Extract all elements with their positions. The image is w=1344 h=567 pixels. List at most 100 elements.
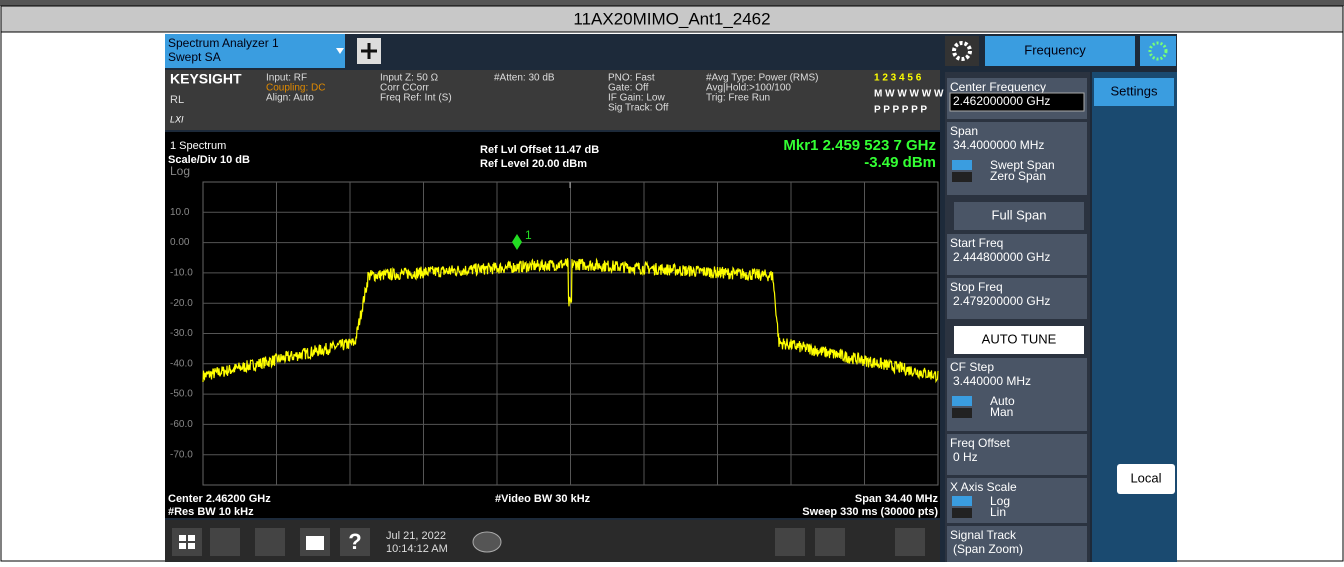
option-indicator xyxy=(952,408,972,418)
info-bar xyxy=(165,70,940,130)
9-value: (Span Zoom) xyxy=(953,542,1023,556)
4-label: Stop Freq xyxy=(950,280,1003,294)
gear-button[interactable] xyxy=(945,36,979,66)
plot-res_bw: #Res BW 10 kHz xyxy=(168,506,254,518)
option-indicator xyxy=(952,172,972,182)
trace xyxy=(202,257,939,384)
time: 10:14:12 AM xyxy=(386,543,448,555)
y_labels-1: 0.00 xyxy=(170,237,190,248)
y_labels-7: -60.0 xyxy=(170,419,193,430)
7-value: 0 Hz xyxy=(953,450,978,464)
9-label: Signal Track xyxy=(950,528,1017,542)
1-opt1: Swept Span xyxy=(990,158,1055,172)
menu-item[interactable] xyxy=(947,358,1087,431)
option-indicator xyxy=(952,496,972,506)
menu-item[interactable] xyxy=(947,278,1087,319)
status-button[interactable] xyxy=(1140,36,1176,66)
col5-1: Avg|Hold:>100/100 xyxy=(706,83,791,94)
col2-1: Corr CCorr xyxy=(380,83,430,94)
y_labels-5: -40.0 xyxy=(170,358,193,369)
mode-label: Frequency xyxy=(1024,42,1086,57)
6-value: 3.440000 MHz xyxy=(953,374,1031,388)
8-label: X Axis Scale xyxy=(950,480,1017,494)
plot-scale: Scale/Div 10 dB xyxy=(168,154,250,166)
8-opt1: Log xyxy=(990,494,1010,508)
title-row xyxy=(0,5,1344,33)
plot-ref_level: Ref Level 20.00 dBm xyxy=(480,158,587,170)
1-label: Span xyxy=(950,124,978,138)
0-label: Center Frequency xyxy=(950,80,1046,94)
col3-0: #Atten: 30 dB xyxy=(494,73,555,84)
col4-0: PNO: Fast xyxy=(608,73,655,84)
plot-window: 1 Spectrum xyxy=(170,140,226,152)
7-label: Freq Offset xyxy=(950,436,1010,450)
plot-log: Log xyxy=(170,164,190,178)
y_labels-8: -70.0 xyxy=(170,449,193,460)
col4-3: Sig Track: Off xyxy=(608,103,669,114)
svg-text:?: ? xyxy=(348,529,361,554)
1-value: 34.4000000 MHz xyxy=(953,138,1044,152)
taskbar xyxy=(165,520,940,562)
info-rl: RL xyxy=(170,94,184,106)
date: Jul 21, 2022 xyxy=(386,530,446,542)
y_labels-6: -50.0 xyxy=(170,389,193,400)
plot-ref_offset: Ref Lvl Offset 11.47 dB xyxy=(480,144,599,156)
3-value: 2.444800000 GHz xyxy=(953,250,1050,264)
top-strip xyxy=(0,0,1344,6)
col4-1: Gate: Off xyxy=(608,83,649,94)
y_labels-2: -10.0 xyxy=(170,268,193,279)
4-value: 2.479200000 GHz xyxy=(953,294,1050,308)
col1-2: Align: Auto xyxy=(266,93,314,104)
plot-marker_amp: -3.49 dBm xyxy=(864,154,936,171)
col4-2: IF Gain: Low xyxy=(608,93,665,104)
3-label: Start Freq xyxy=(950,236,1003,250)
0-value: 2.462000000 GHz xyxy=(953,94,1050,108)
6-opt1: Auto xyxy=(990,394,1015,408)
6-label: CF Step xyxy=(950,360,994,374)
gear-icon xyxy=(952,41,972,61)
menu-item[interactable] xyxy=(947,122,1087,195)
mode-tab[interactable] xyxy=(985,36,1135,66)
menu-button[interactable] xyxy=(954,202,1084,230)
tab-arrow xyxy=(336,48,344,54)
local-button[interactable] xyxy=(1117,464,1175,494)
2-button: Full Span xyxy=(992,207,1047,222)
tab-line1: Spectrum Analyzer 1 xyxy=(168,36,279,50)
col1-1: Coupling: DC xyxy=(266,83,325,94)
traces-0: 1 2 3 4 5 6 xyxy=(874,73,922,84)
option-indicator xyxy=(952,508,972,518)
5-button: AUTO TUNE xyxy=(982,331,1057,346)
plot-area xyxy=(165,132,940,518)
traces-2: P P P P P P xyxy=(874,105,927,116)
menu-item[interactable] xyxy=(947,234,1087,275)
plot-marker_freq: Mkr1 2.459 523 7 GHz xyxy=(783,137,936,154)
plus-icon xyxy=(361,43,377,59)
plot-center: Center 2.46200 GHz xyxy=(168,493,271,505)
1-opt2: Zero Span xyxy=(990,169,1046,183)
option-indicator xyxy=(952,160,972,170)
menu-button[interactable] xyxy=(954,326,1084,354)
menu-item[interactable] xyxy=(947,434,1087,475)
local-label: Local xyxy=(1130,470,1161,485)
col2-2: Freq Ref: Int (S) xyxy=(380,93,452,104)
value-box xyxy=(949,92,1085,112)
tab[interactable] xyxy=(165,34,345,68)
8-opt2: Lin xyxy=(990,505,1006,519)
plot-sweep: Sweep 330 ms (30000 pts) xyxy=(802,506,938,518)
plot-video_bw: #Video BW 30 kHz xyxy=(495,493,591,505)
taskbar-icons: ? xyxy=(172,528,925,556)
info-lxi: LXI xyxy=(170,114,184,124)
option-indicator xyxy=(952,396,972,406)
y_labels-0: 10.0 xyxy=(170,207,190,218)
col5-0: #Avg Type: Power (RMS) xyxy=(706,73,818,84)
info-brand: KEYSIGHT xyxy=(170,71,242,87)
settings-button[interactable] xyxy=(1094,78,1174,106)
plot-marker_id: 1 xyxy=(525,228,532,242)
col1-0: Input: RF xyxy=(266,73,307,84)
y_labels-3: -20.0 xyxy=(170,298,193,309)
menu-item[interactable] xyxy=(947,526,1087,567)
col5-2: Trig: Free Run xyxy=(706,93,770,104)
plot-span: Span 34.40 MHz xyxy=(855,493,939,505)
col2-0: Input Z: 50 Ω xyxy=(380,73,439,84)
